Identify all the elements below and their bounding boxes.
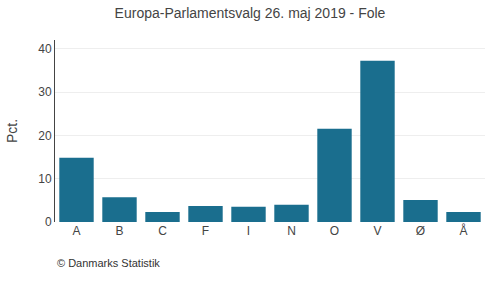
svg-text:V: V: [373, 224, 381, 238]
svg-text:B: B: [115, 224, 123, 238]
svg-text:Ø: Ø: [416, 224, 425, 238]
svg-text:A: A: [72, 224, 80, 238]
svg-text:30: 30: [38, 85, 52, 99]
svg-text:F: F: [202, 224, 209, 238]
svg-text:Europa-Parlamentsvalg 26. maj: Europa-Parlamentsvalg 26. maj 2019 - Fol…: [115, 5, 386, 21]
svg-text:Pct.: Pct.: [4, 119, 20, 143]
svg-text:0: 0: [45, 215, 52, 229]
svg-text:40: 40: [38, 42, 52, 56]
svg-text:10: 10: [38, 172, 52, 186]
svg-text:I: I: [247, 224, 250, 238]
svg-text:Å: Å: [459, 223, 467, 238]
svg-text:© Danmarks Statistik: © Danmarks Statistik: [57, 257, 160, 269]
svg-text:N: N: [287, 224, 296, 238]
svg-text:O: O: [330, 224, 339, 238]
svg-text:C: C: [158, 224, 167, 238]
svg-text:20: 20: [38, 129, 52, 143]
